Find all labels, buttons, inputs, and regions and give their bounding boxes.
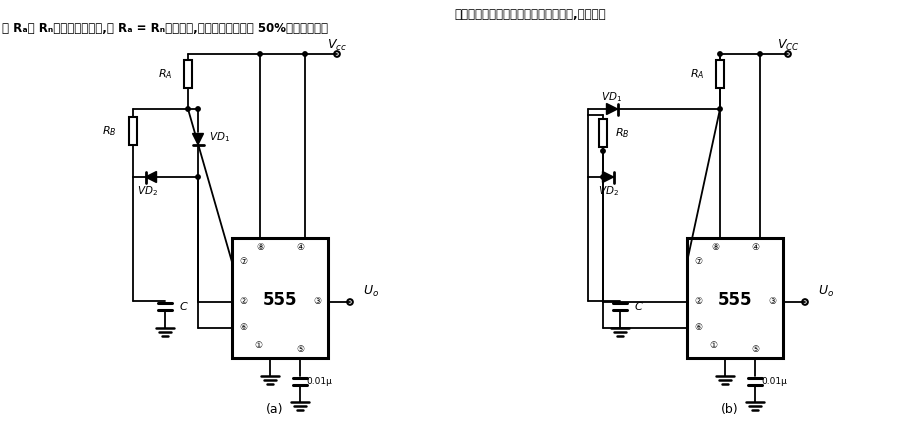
Text: $R_A$: $R_A$ (158, 67, 172, 81)
Text: $C$: $C$ (634, 300, 644, 312)
Text: 0.01μ: 0.01μ (761, 377, 787, 386)
Text: (a): (a) (267, 403, 284, 417)
Bar (599, 119, 607, 147)
Text: 阻 Rₐ和 Rₙ可以单独的调节,在 Rₐ = Rₙ的条件下,可以获得占空比为 50%的方波输出。: 阻 Rₐ和 Rₙ可以单独的调节,在 Rₐ = Rₙ的条件下,可以获得占空比为 5… (2, 22, 328, 35)
Text: ③: ③ (313, 297, 321, 306)
Text: (b): (b) (721, 403, 739, 417)
Text: 555: 555 (717, 291, 752, 309)
Text: ②: ② (239, 297, 247, 306)
Text: $R_A$: $R_A$ (689, 67, 704, 81)
Bar (716, 60, 724, 88)
Text: $V_{CC}$: $V_{CC}$ (776, 37, 799, 52)
Text: ⑧: ⑧ (256, 242, 264, 251)
Text: ④: ④ (751, 242, 759, 251)
Text: ⑤: ⑤ (751, 345, 759, 354)
Circle shape (186, 107, 190, 111)
Text: ⑦: ⑦ (239, 257, 247, 267)
Circle shape (303, 52, 307, 56)
Circle shape (600, 149, 605, 153)
Text: $VD_1$: $VD_1$ (601, 90, 622, 104)
Polygon shape (602, 172, 613, 182)
Text: $R_B$: $R_B$ (615, 126, 629, 140)
Circle shape (258, 52, 262, 56)
Text: ⑧: ⑧ (711, 242, 719, 251)
Polygon shape (145, 172, 157, 182)
Text: 555: 555 (263, 291, 297, 309)
Circle shape (717, 52, 722, 56)
Text: $VD_1$: $VD_1$ (209, 130, 230, 144)
Text: $V_{cc}$: $V_{cc}$ (327, 37, 347, 52)
Circle shape (196, 175, 200, 179)
Text: ⑤: ⑤ (296, 345, 304, 354)
Circle shape (600, 175, 605, 179)
Circle shape (758, 52, 762, 56)
Circle shape (196, 107, 200, 111)
Text: $VD_2$: $VD_2$ (598, 184, 619, 198)
Text: $U_o$: $U_o$ (363, 284, 379, 299)
Text: ⑦: ⑦ (694, 257, 702, 267)
Circle shape (717, 107, 722, 111)
Text: ①: ① (254, 342, 262, 351)
Bar (129, 117, 137, 145)
Text: ⑥: ⑥ (239, 323, 247, 333)
Text: $R_B$: $R_B$ (102, 124, 117, 138)
Text: $U_o$: $U_o$ (818, 284, 834, 299)
Bar (232, 238, 328, 358)
Bar (184, 60, 192, 88)
Text: ⑥: ⑥ (694, 323, 702, 333)
Bar (687, 238, 783, 358)
Text: $C$: $C$ (179, 300, 189, 312)
Polygon shape (192, 133, 203, 144)
Text: ③: ③ (768, 297, 776, 306)
Text: ②: ② (694, 297, 702, 306)
Text: 由于在电路中增设了充放电引导二极管,充放电电: 由于在电路中增设了充放电引导二极管,充放电电 (454, 8, 606, 21)
Text: 0.01μ: 0.01μ (306, 377, 332, 386)
Text: $VD_2$: $VD_2$ (137, 184, 158, 198)
Text: ①: ① (709, 342, 717, 351)
Polygon shape (607, 104, 618, 115)
Text: ④: ④ (296, 242, 304, 251)
